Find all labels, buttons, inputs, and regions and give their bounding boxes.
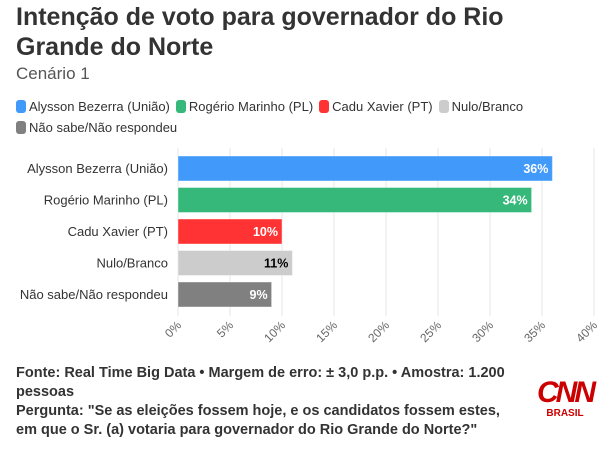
x-tick-label: 35% (521, 318, 548, 345)
x-tick-label: 10% (261, 318, 288, 345)
question-note: Pergunta: "Se as eleições fossem hoje, e… (16, 403, 500, 438)
x-tick-label: 0% (162, 318, 184, 340)
legend-swatch (438, 100, 449, 113)
bar (177, 155, 553, 182)
legend-swatch (16, 121, 26, 134)
category-label: Nulo/Branco (96, 256, 168, 271)
source-note: Fonte: Real Time Big Data • Margem de er… (16, 365, 505, 400)
x-tick-label: 30% (469, 318, 496, 345)
legend-label: Alysson Bezerra (União) (29, 99, 170, 114)
legend-item[interactable]: Rogério Marinho (PL) (175, 97, 314, 116)
x-tick-label: 15% (313, 318, 340, 345)
legend-item[interactable]: Não sabe/Não respondeu (16, 118, 177, 137)
legend-label: Não sabe/Não respondeu (29, 120, 178, 135)
legend-swatch (319, 100, 330, 113)
bar (177, 281, 273, 308)
data-label: 11% (264, 257, 288, 271)
data-label: 34% (503, 194, 528, 208)
legend-swatch (16, 100, 26, 113)
x-tick-label: 5% (214, 318, 236, 340)
logo-sub: BRASIL (546, 408, 584, 419)
bar-chart: 0% 5% 10% 15% 20% 25% 30% 35% 40% Alysson Bezerra… (20, 148, 600, 345)
x-tick-label: 25% (417, 318, 444, 345)
data-label: 9% (250, 288, 268, 302)
legend-item[interactable]: Cadu Xavier (PT) (319, 97, 433, 116)
legend-item[interactable]: Nulo/Branco (438, 97, 524, 116)
legend-item[interactable]: Alysson Bezerra (União) (16, 97, 170, 116)
bar (177, 218, 283, 245)
footer: Fonte: Real Time Big Data • Margem de er… (16, 364, 516, 440)
legend: Alysson Bezerra (União) Rogério Marinho (… (16, 97, 596, 139)
category-label: Cadu Xavier (PT) (68, 224, 168, 239)
data-label: 36% (523, 162, 548, 176)
chart-subtitle: Cenário 1 (16, 64, 90, 83)
logo-brand: CNN (537, 376, 596, 409)
legend-label: Nulo/Branco (451, 99, 524, 114)
legend-label: Cadu Xavier (PT) (332, 99, 433, 114)
category-label: Não sabe/Não respondeu (20, 287, 168, 302)
data-label: 10% (253, 225, 278, 239)
legend-label: Rogério Marinho (PL) (188, 99, 314, 114)
x-tick-label: 20% (365, 318, 392, 345)
bar (177, 187, 533, 213)
legend-swatch (175, 100, 186, 113)
x-tick-label: 40% (573, 318, 600, 345)
bar (177, 250, 293, 276)
chart-title: Intenção de voto para governador do Rio … (16, 3, 504, 61)
category-label: Rogério Marinho (PL) (44, 193, 168, 208)
cnn-brasil-logo: CNN BRASIL (535, 376, 596, 420)
category-label: Alysson Bezerra (União) (27, 161, 168, 176)
